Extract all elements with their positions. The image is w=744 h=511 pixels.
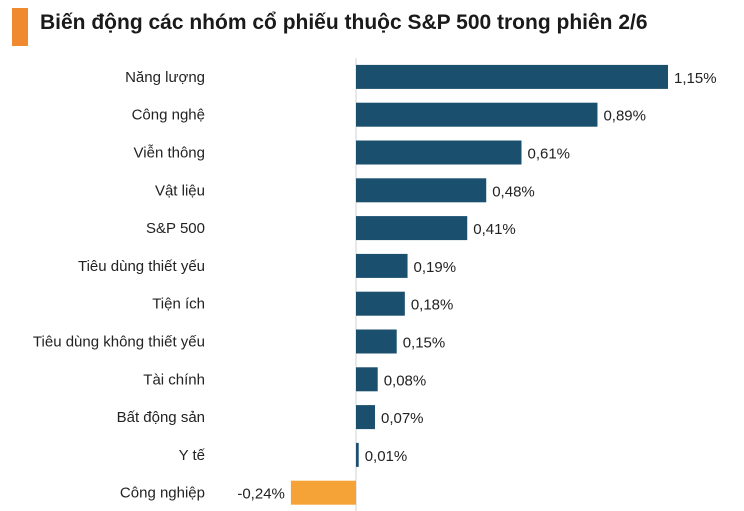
category-label: Tài chính — [143, 371, 205, 388]
bar — [356, 64, 668, 89]
value-label: 0,07% — [381, 410, 424, 427]
category-label: Công nghiệp — [120, 485, 205, 502]
value-label: 0,48% — [492, 183, 535, 200]
value-label: 0,41% — [473, 221, 516, 238]
bar — [356, 102, 598, 127]
value-label: 0,08% — [384, 372, 427, 389]
bar — [356, 178, 487, 203]
bar — [356, 216, 468, 241]
value-label: 0,89% — [603, 108, 646, 125]
category-label: Năng lượng — [125, 69, 205, 86]
value-label: 0,01% — [365, 448, 408, 465]
category-label: Y tế — [179, 447, 206, 464]
bar — [356, 253, 408, 278]
category-label: Tiện ích — [152, 296, 205, 313]
value-label: 1,15% — [674, 70, 717, 87]
bar — [356, 329, 397, 354]
category-label: Tiêu dùng không thiết yếu — [33, 334, 205, 351]
category-label: S&P 500 — [146, 220, 205, 237]
bar — [356, 367, 378, 392]
category-label: Bất động sản — [117, 409, 205, 426]
value-label: 0,61% — [527, 146, 570, 163]
title-accent-bar — [12, 8, 28, 46]
chart-title: Biến động các nhóm cổ phiếu thuộc S&P 50… — [40, 11, 648, 34]
category-label: Viễn thông — [134, 145, 205, 162]
value-label: 0,15% — [403, 335, 446, 352]
category-label: Tiêu dùng thiết yếu — [78, 258, 205, 275]
category-label: Công nghệ — [132, 107, 205, 124]
value-label: 0,19% — [414, 259, 457, 276]
category-label: Vật liệu — [155, 182, 205, 199]
bar — [356, 442, 359, 467]
bar — [290, 480, 356, 505]
value-label: 0,18% — [411, 297, 454, 314]
bar — [356, 140, 522, 165]
bar — [356, 291, 405, 316]
bar — [356, 405, 375, 430]
value-label: -0,24% — [237, 486, 285, 503]
